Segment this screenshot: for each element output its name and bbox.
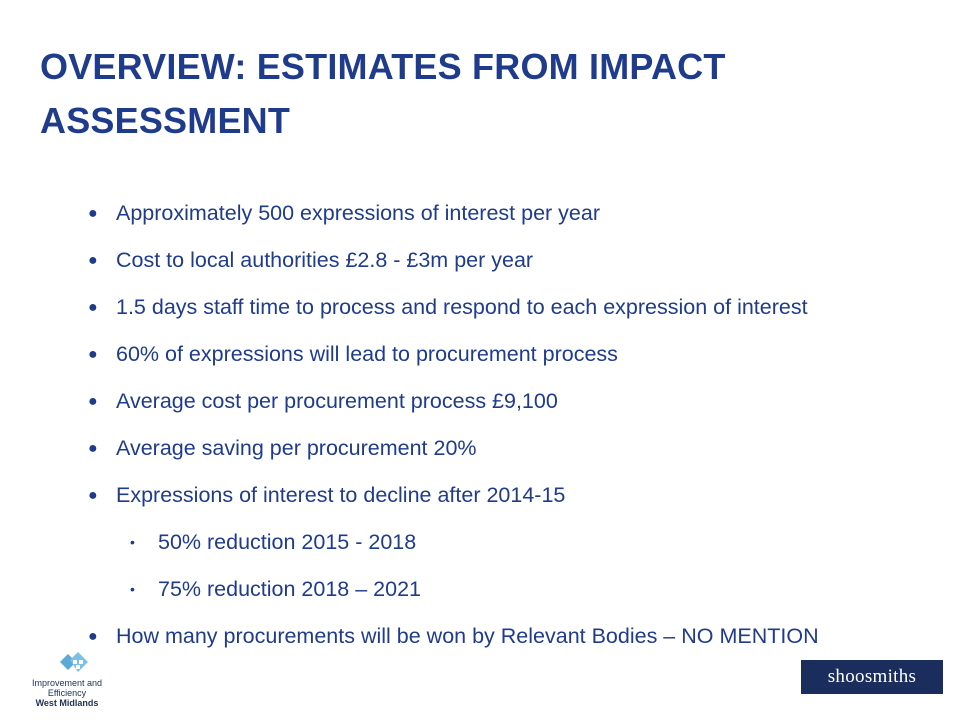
bullet-text: Average cost per procurement process £9,… [116,389,558,413]
bullet-item: ● 60% of expressions will lead to procur… [88,331,938,378]
logo-line-3: West Midlands [35,698,99,708]
bullet-item: ● Approximately 500 expressions of inter… [88,190,938,237]
bullet-item: ● Average saving per procurement 20% [88,425,938,472]
bullet-dot-icon: ● [88,346,98,363]
bullet-text: Approximately 500 expressions of interes… [116,201,600,225]
bullet-text: 60% of expressions will lead to procurem… [116,342,618,366]
bullet-dot-icon: ● [88,440,98,457]
bullet-dot-icon: ● [88,299,98,316]
bullet-dot-icon: ● [88,205,98,222]
improvement-efficiency-logo: Improvement and Efficiency West Midlands [12,648,122,708]
sub-bullet-item: • 50% reduction 2015 - 2018 [88,519,938,566]
sub-bullet-item: • 75% reduction 2018 – 2021 [88,566,938,613]
slide-title: OVERVIEW: ESTIMATES FROM IMPACT ASSESSME… [40,46,726,141]
shoosmiths-logo: shoosmiths [801,660,943,694]
bullet-text: 1.5 days staff time to process and respo… [116,295,808,319]
bullet-item: ● Average cost per procurement process £… [88,378,938,425]
bullet-dot-icon: ● [88,487,98,504]
bullet-item: ● Expressions of interest to decline aft… [88,472,938,519]
bullet-dot-icon: ● [88,393,98,410]
ie-logo-mark-icon [60,652,88,672]
bullet-dot-icon: ● [88,628,98,645]
bullet-text: Average saving per procurement 20% [116,436,477,460]
bullet-text: 75% reduction 2018 – 2021 [158,577,421,601]
bullet-text: How many procurements will be won by Rel… [116,624,819,648]
bullet-text: Cost to local authorities £2.8 - £3m per… [116,248,534,272]
bullet-item: ● How many procurements will be won by R… [88,613,938,660]
bullet-item: ● 1.5 days staff time to process and res… [88,284,938,331]
sub-bullet-dot-icon: • [130,534,135,550]
logo-line-1: Improvement and [31,678,103,688]
sub-bullet-dot-icon: • [130,581,135,597]
bullet-text: 50% reduction 2015 - 2018 [158,530,417,554]
bullet-item: ● Cost to local authorities £2.8 - £3m p… [88,237,938,284]
bullet-list: ● Approximately 500 expressions of inter… [88,190,938,660]
bullet-text: Expressions of interest to decline after… [116,483,566,507]
bullet-dot-icon: ● [88,252,98,269]
logo-line-2: Efficiency [47,688,87,698]
